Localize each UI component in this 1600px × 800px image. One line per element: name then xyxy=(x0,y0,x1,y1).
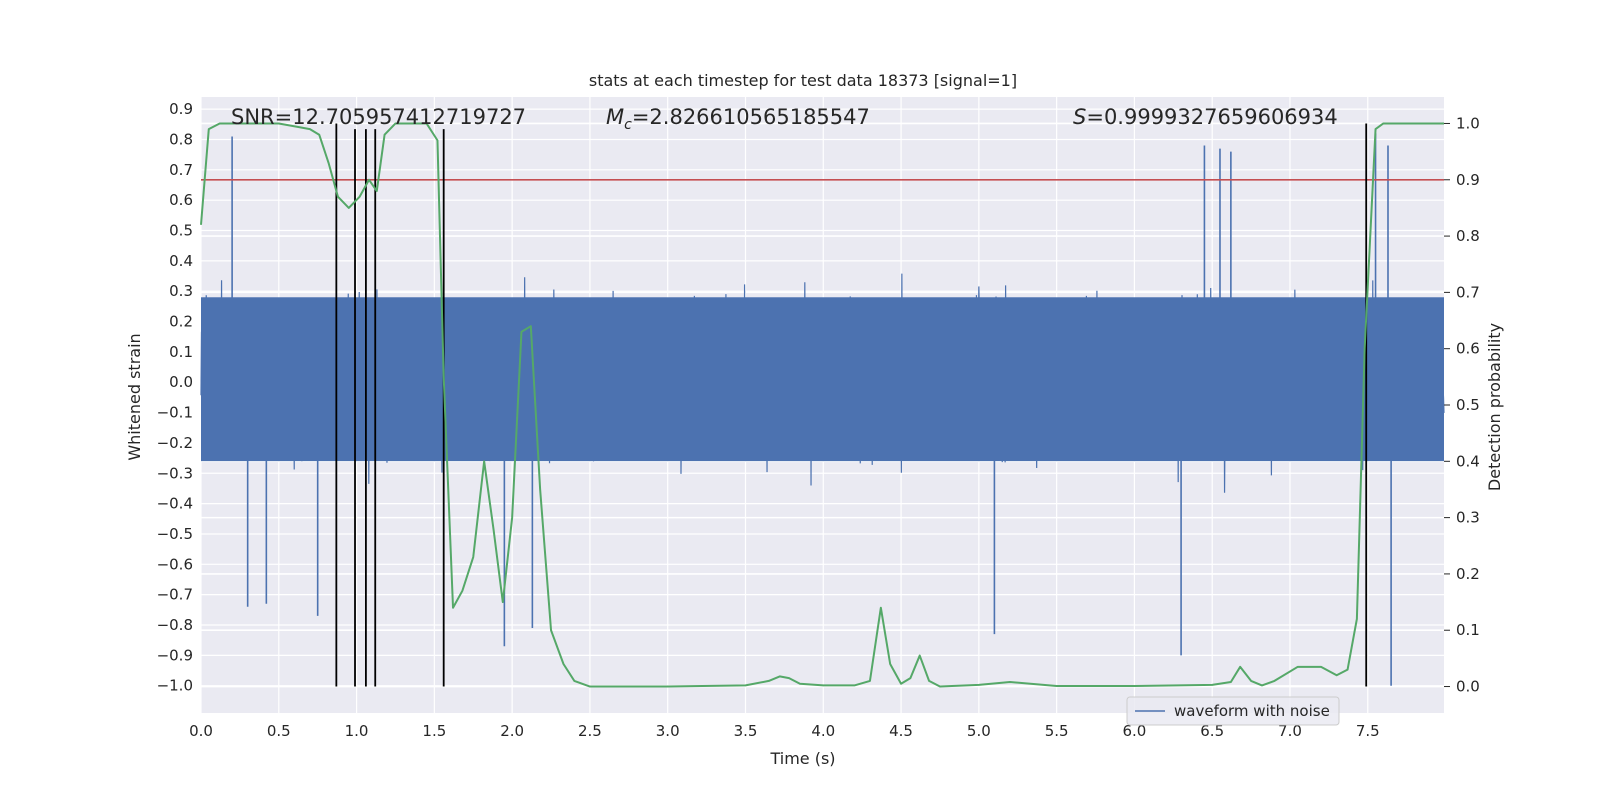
y-tick-label: −0.2 xyxy=(157,434,193,452)
x-tick-label: 5.0 xyxy=(967,722,991,740)
y-tick-label: 0.9 xyxy=(169,100,193,118)
noise-core-band xyxy=(201,297,1444,462)
score-annotation: S=0.9999327659606934 xyxy=(1073,105,1338,129)
legend-label: waveform with noise xyxy=(1174,702,1330,720)
chart-title: stats at each timestep for test data 183… xyxy=(589,71,1017,90)
x-tick-label: 2.0 xyxy=(500,722,524,740)
y-tick-label: −0.1 xyxy=(157,404,193,422)
chirp-mass-symbol: M xyxy=(606,105,624,129)
y2-tick-label: 0.3 xyxy=(1456,509,1480,527)
y-tick-label: −0.4 xyxy=(157,495,193,513)
y2-tick-label: 0.0 xyxy=(1456,678,1480,696)
y-tick-label: −0.7 xyxy=(157,586,193,604)
detection-probability-series xyxy=(200,122,1444,688)
x-tick-label: 6.0 xyxy=(1122,722,1146,740)
y-tick-label: 0.0 xyxy=(169,373,193,391)
x-axis-label: Time (s) xyxy=(769,749,835,768)
x-tick-label: 0.0 xyxy=(189,722,213,740)
y-tick-label: 0.1 xyxy=(169,343,193,361)
y-tick-label: 0.3 xyxy=(169,282,193,300)
score-value: =0.9999327659606934 xyxy=(1086,105,1337,129)
y2-tick-label: 0.1 xyxy=(1456,621,1480,639)
y-tick-label: 0.5 xyxy=(169,222,193,240)
y2-tick-label: 0.2 xyxy=(1456,565,1480,583)
y2-tick-label: 0.9 xyxy=(1456,171,1480,189)
score-symbol: S xyxy=(1073,105,1086,129)
chirp-mass-subscript: c xyxy=(624,117,632,133)
x-tick-label: 2.5 xyxy=(578,722,602,740)
x-tick-label: 4.5 xyxy=(889,722,913,740)
chirp-mass-value: =2.826610565185547 xyxy=(632,105,870,129)
y-tick-label: 0.4 xyxy=(169,252,193,270)
chirp-mass-annotation: Mc=2.826610565185547 xyxy=(606,105,870,133)
y2-tick-label: 0.5 xyxy=(1456,396,1480,414)
y2-tick-label: 0.7 xyxy=(1456,283,1480,301)
y-tick-label: 0.8 xyxy=(169,130,193,148)
y-tick-label: 0.6 xyxy=(169,191,193,209)
probability-line xyxy=(200,122,1444,688)
y2-tick-label: 0.8 xyxy=(1456,227,1480,245)
x-tick-label: 7.5 xyxy=(1356,722,1380,740)
trigger-lines xyxy=(335,123,1368,687)
y-tick-label: −0.5 xyxy=(157,525,193,543)
legend-box xyxy=(1126,696,1340,726)
legend: waveform with noise xyxy=(1126,696,1340,726)
y-tick-label: −1.0 xyxy=(157,677,193,695)
y-tick-label: −0.3 xyxy=(157,464,193,482)
x-tick-label: 1.0 xyxy=(345,722,369,740)
x-tick-label: 6.5 xyxy=(1200,722,1224,740)
axis-ticks: 0.0 0.5 1.0 1.5 2.0 2.5 3.0 3.5 4.0 4.5 5.0 5.5 6.0 6… xyxy=(157,100,1480,740)
y2-tick-label: 1.0 xyxy=(1456,114,1480,132)
y-tick-label: −0.8 xyxy=(157,616,193,634)
y2-axis-label: Detection probability xyxy=(1485,323,1504,491)
y-axis-label: Whitened strain xyxy=(125,333,144,460)
x-tick-label: 3.0 xyxy=(656,722,680,740)
y-tick-label: 0.2 xyxy=(169,313,193,331)
y-tick-label: 0.7 xyxy=(169,161,193,179)
y-tick-label: −0.9 xyxy=(157,646,193,664)
x-tick-label: 1.5 xyxy=(422,722,446,740)
y2-tick-label: 0.4 xyxy=(1456,452,1480,470)
snr-annotation: SNR=12.705957412719727 xyxy=(231,105,526,129)
x-tick-label: 7.0 xyxy=(1278,722,1302,740)
x-tick-label: 0.5 xyxy=(267,722,291,740)
x-tick-label: 3.5 xyxy=(734,722,758,740)
waveform-with-noise-series xyxy=(200,133,1445,686)
x-tick-label: 5.5 xyxy=(1045,722,1069,740)
x-tick-label: 4.0 xyxy=(811,722,835,740)
y-tick-label: −0.6 xyxy=(157,555,193,573)
y2-tick-label: 0.6 xyxy=(1456,340,1480,358)
